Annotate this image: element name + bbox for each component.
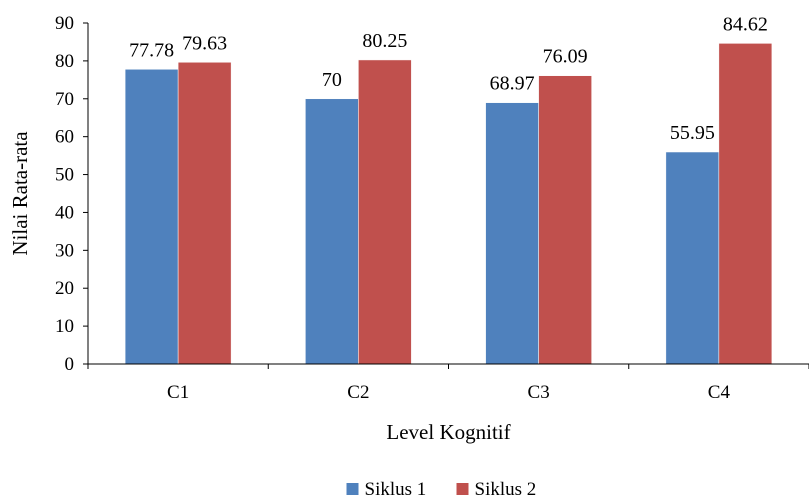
y-tick-label: 30 <box>55 240 74 261</box>
y-tick-label: 80 <box>55 51 74 72</box>
legend: Siklus 1 Siklus 2 <box>346 479 537 500</box>
bar <box>124 69 179 365</box>
data-label: 80.25 <box>362 30 407 52</box>
y-tick-label: 40 <box>55 202 74 223</box>
y-tick-label: 10 <box>55 316 74 337</box>
bar <box>538 75 592 365</box>
bar <box>665 151 720 365</box>
x-axis-title: Level Kognitif <box>386 420 510 444</box>
data-label: 76.09 <box>543 46 588 68</box>
y-tick-label: 0 <box>65 354 75 375</box>
x-tick-label: C3 <box>528 382 550 403</box>
data-label: 70 <box>322 69 342 91</box>
y-tick-label: 50 <box>55 165 74 186</box>
data-label: 68.97 <box>490 73 535 95</box>
y-axis-title: Nilai Rata-rata <box>8 131 32 256</box>
data-label: 55.95 <box>670 122 715 144</box>
x-tick-label: C2 <box>347 382 369 403</box>
y-tick-label: 90 <box>55 13 74 34</box>
data-label: 79.63 <box>182 32 227 54</box>
bar <box>177 62 232 365</box>
y-tick-label: 20 <box>55 278 74 299</box>
x-axis-ticks: C1 C2 C3 C4 <box>87 364 809 403</box>
y-tick-label: 60 <box>55 127 74 148</box>
legend-swatch <box>456 483 469 495</box>
y-tick-label: 70 <box>55 89 74 110</box>
y-axis-ticks: 0 10 20 30 40 50 60 70 80 90 <box>55 13 88 375</box>
x-tick-label: C4 <box>708 382 731 403</box>
data-label: 84.62 <box>723 13 768 35</box>
bar <box>305 98 359 365</box>
bar <box>718 43 773 365</box>
legend-swatch <box>346 483 359 495</box>
plot-area: 77.78 79.63 70 80.25 68.97 76.09 55.95 84.62 <box>124 13 773 365</box>
bar <box>358 59 412 365</box>
x-tick-label: C1 <box>167 382 189 403</box>
legend-label: Siklus 2 <box>475 479 537 500</box>
data-label: 77.78 <box>129 39 174 61</box>
bar <box>485 102 539 365</box>
legend-label: Siklus 1 <box>365 479 427 500</box>
